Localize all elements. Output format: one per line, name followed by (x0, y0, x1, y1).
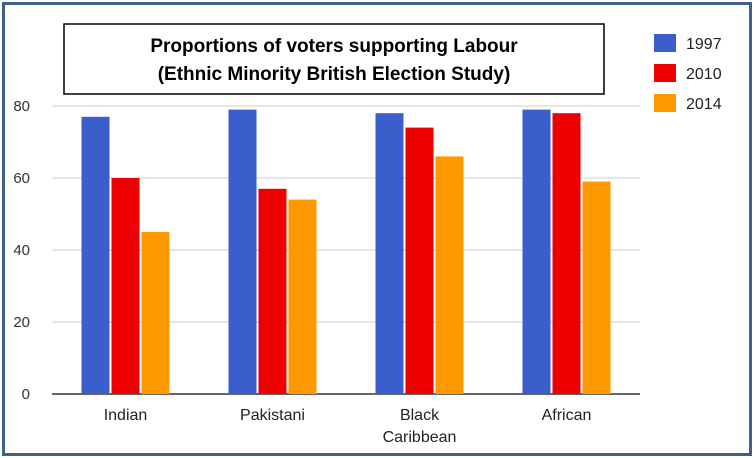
bar-2014-pakistani (288, 199, 317, 394)
y-tick-label: 80 (13, 98, 30, 115)
bar-2014-indian (141, 232, 170, 394)
legend-swatch-2014 (654, 94, 676, 112)
bar-2010-african (552, 113, 581, 394)
category-label: Indian (104, 407, 148, 424)
bar-2010-pakistani (258, 188, 287, 394)
y-tick-label: 60 (13, 170, 30, 187)
legend-label-2010: 2010 (686, 66, 722, 83)
bars (81, 109, 611, 395)
x-axis-categories: Indian Pakistani Black Caribbean African (104, 407, 592, 446)
category-label: Caribbean (383, 429, 457, 446)
category-label: Black (400, 407, 440, 424)
legend: 1997 2010 2014 (654, 34, 722, 113)
category-label: African (542, 407, 592, 424)
legend-label-1997: 1997 (686, 36, 722, 53)
y-tick-label: 40 (13, 242, 30, 259)
bar-1997-indian (81, 116, 110, 395)
bar-1997-black-caribbean (375, 113, 404, 394)
bar-2010-indian (111, 178, 140, 394)
legend-swatch-2010 (654, 64, 676, 82)
y-axis-ticks: 0 20 40 60 80 (13, 98, 30, 403)
chart-title-box: Proportions of voters supporting Labour … (63, 23, 605, 95)
category-label: Pakistani (240, 407, 305, 424)
legend-swatch-1997 (654, 34, 676, 52)
bar-1997-pakistani (228, 109, 257, 394)
gridlines (52, 105, 640, 395)
bar-2010-black-caribbean (405, 127, 434, 394)
chart-title-line-1: Proportions of voters supporting Labour (150, 36, 518, 57)
bar-1997-african (522, 109, 551, 394)
chart-title-line-2: (Ethnic Minority British Election Study) (158, 64, 511, 85)
bar-2014-black-caribbean (435, 156, 464, 394)
y-tick-label: 20 (13, 314, 30, 331)
bar-2014-african (582, 181, 611, 394)
y-tick-label: 0 (22, 386, 30, 403)
legend-label-2014: 2014 (686, 96, 722, 113)
